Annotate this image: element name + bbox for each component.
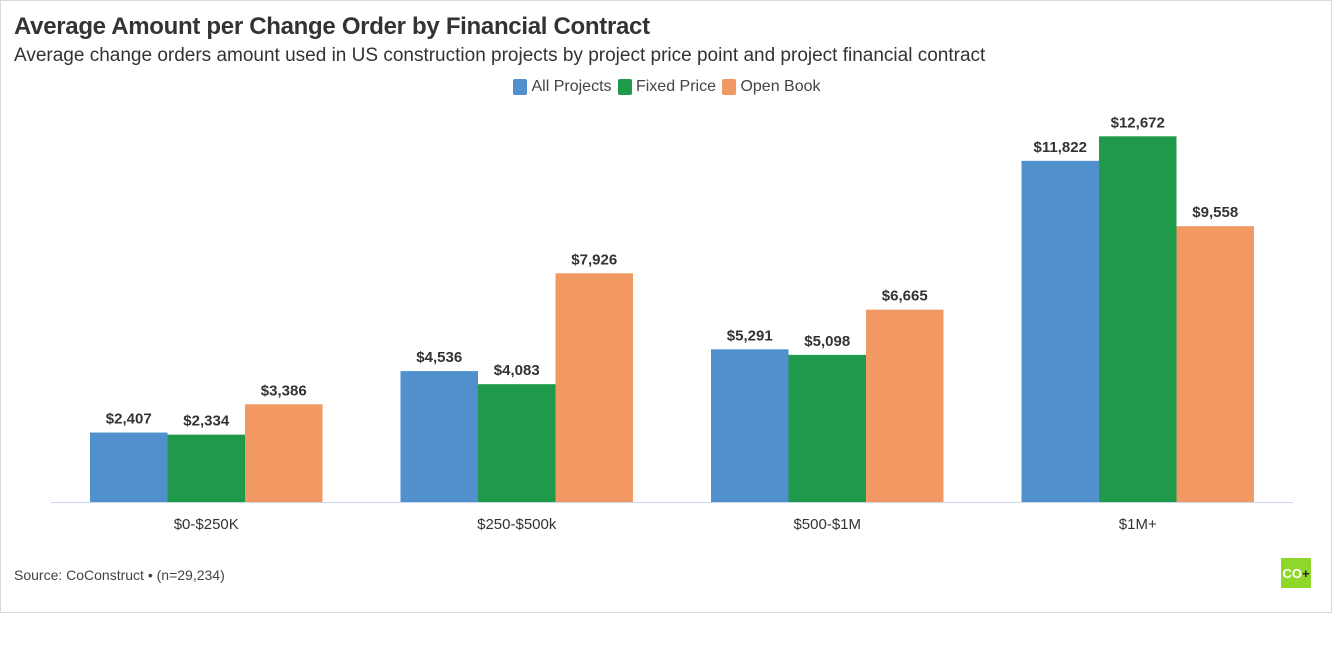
chart-subtitle: Average change orders amount used in US … — [14, 45, 986, 66]
bar[interactable] — [90, 432, 168, 502]
legend-swatch — [617, 79, 632, 95]
legend-label: Fixed Price — [635, 78, 716, 95]
data-label: $11,822 — [1034, 139, 1087, 156]
chart-title: Average Amount per Change Order by Finan… — [14, 13, 650, 40]
data-label: $4,083 — [494, 362, 540, 379]
data-label: $7,926 — [571, 251, 617, 268]
data-label: $3,386 — [261, 382, 307, 399]
data-label: $9,558 — [1192, 204, 1238, 221]
legend-item-open-book[interactable]: Open Book — [722, 78, 821, 96]
legend-swatch — [513, 79, 528, 95]
data-label: $12,672 — [1111, 114, 1165, 131]
legend-label: All Projects — [531, 78, 612, 95]
data-label: $6,665 — [882, 288, 928, 305]
legend: All Projects Fixed Price Open Book — [1, 78, 1332, 100]
legend-item-all-projects[interactable]: All Projects — [513, 78, 612, 96]
data-label: $5,291 — [727, 327, 773, 344]
legend-swatch — [722, 79, 737, 95]
logo-text: CO — [1282, 565, 1302, 581]
bar[interactable] — [555, 273, 634, 502]
coconstruct-logo: CO + — [1281, 558, 1311, 588]
bar[interactable] — [400, 371, 479, 502]
bar[interactable] — [245, 404, 323, 502]
legend-label: Open Book — [740, 78, 821, 95]
chart-card: Average Amount per Change Order by Finan… — [0, 0, 1332, 613]
bar[interactable] — [1099, 136, 1177, 503]
data-label: $4,536 — [416, 349, 462, 366]
x-tick-label: $500-$1M — [793, 516, 861, 533]
bar-chart: $2,407 $2,334 $3,386 $0-$250K $4,536 $4,083 $7… — [51, 114, 1293, 533]
legend-item-fixed-price[interactable]: Fixed Price — [617, 78, 716, 96]
x-tick-label: $1M+ — [1119, 516, 1157, 533]
bar[interactable] — [167, 434, 246, 502]
logo-plus: + — [1301, 565, 1310, 581]
bar[interactable] — [1176, 226, 1255, 503]
x-tick-label: $0-$250K — [174, 516, 239, 533]
data-label: $2,334 — [183, 413, 230, 430]
bar[interactable] — [711, 349, 789, 502]
x-tick-label: $250-$500k — [477, 516, 557, 533]
data-label: $2,407 — [106, 411, 152, 428]
bar[interactable] — [478, 384, 556, 502]
bar[interactable] — [1021, 160, 1100, 502]
data-label: $5,098 — [804, 333, 850, 350]
bar[interactable] — [866, 309, 944, 502]
source-note: Source: CoConstruct • (n=29,234) — [14, 567, 225, 583]
bar[interactable] — [788, 354, 867, 502]
